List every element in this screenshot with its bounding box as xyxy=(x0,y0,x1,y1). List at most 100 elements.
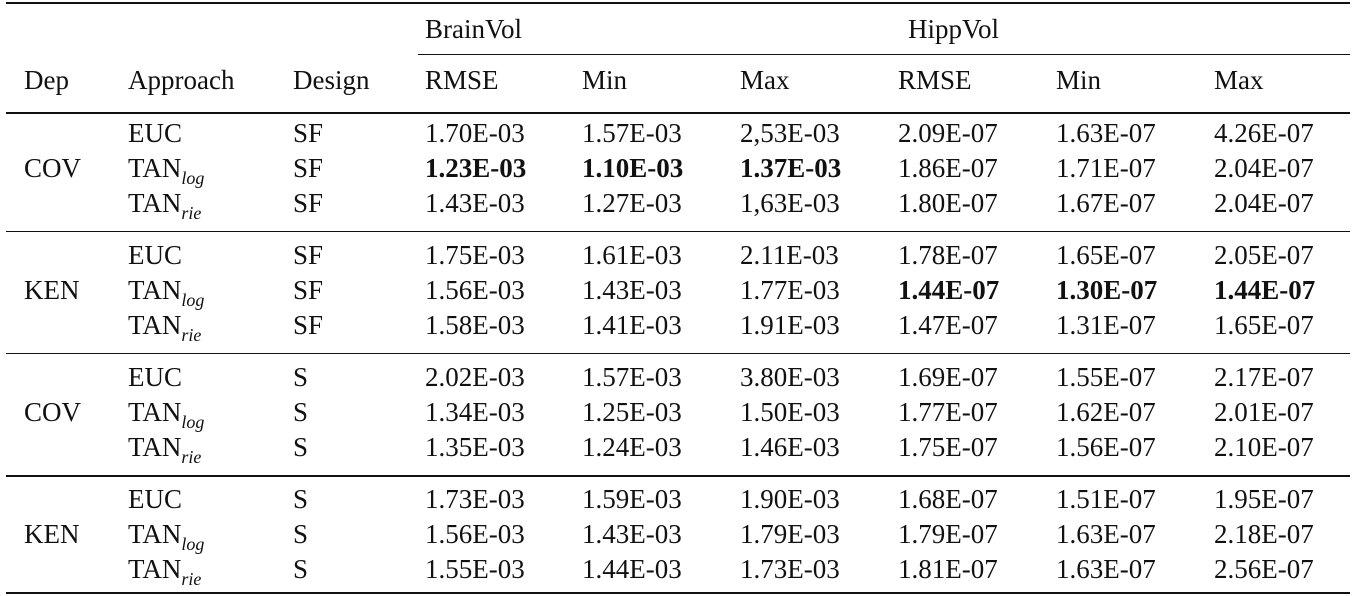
approach-cell: EUC xyxy=(128,242,182,269)
approach-header: Approach xyxy=(128,65,235,95)
approach-name: TAN xyxy=(128,432,182,462)
hippvol-rmse-cell: 1.79E-07 xyxy=(898,519,998,549)
brainvol-max-cell: 2.11E-03 xyxy=(740,240,839,270)
approach-name: EUC xyxy=(128,484,182,514)
hippvol-min-cell: 1.62E-07 xyxy=(1056,397,1156,427)
approach-subscript: rie xyxy=(181,203,202,223)
hippvol-rmse-cell: 1.80E-07 xyxy=(898,188,998,218)
hippvol-rmse-cell: 1.77E-07 xyxy=(898,397,998,427)
hippvol-min-cell: 1.65E-07 xyxy=(1056,240,1156,270)
approach-cell: TANlog xyxy=(128,399,204,432)
hippvol-max-header: Max xyxy=(1214,65,1264,95)
brainvol-max-cell: 1.37E-03 xyxy=(740,153,842,183)
design-cell: S xyxy=(293,362,309,392)
approach-cell: TANrie xyxy=(128,188,201,223)
brainvol-rmse-cell: 1.43E-03 xyxy=(425,188,525,218)
hippvol-rmse-cell: 2.09E-07 xyxy=(898,118,998,148)
hippvol-max-cell: 1.44E-07 xyxy=(1214,275,1316,305)
top-rule xyxy=(6,2,1350,4)
hippvol-rmse-cell: 1.81E-07 xyxy=(898,554,998,584)
hippvol-min-cell: 1.31E-07 xyxy=(1056,310,1156,340)
hippvol-min-cell: 1.30E-07 xyxy=(1056,275,1158,305)
brainvol-rmse-cell: 1.23E-03 xyxy=(425,153,527,183)
brainvol-min-cell: 1.43E-03 xyxy=(582,275,682,305)
approach-name: TAN xyxy=(128,188,182,218)
brainvol-min-cell: 1.57E-03 xyxy=(582,362,682,392)
approach-name: EUC xyxy=(128,118,182,148)
brainvol-max-cell: 1.50E-03 xyxy=(740,397,840,427)
brainvol-min-header: Min xyxy=(582,65,628,95)
approach-name: TAN xyxy=(128,310,182,340)
brainvol-min-cell: 1.57E-03 xyxy=(582,118,682,148)
brainvol-max-cell: 1.77E-03 xyxy=(740,275,840,305)
design-cell: SF xyxy=(293,310,324,340)
design-header: Design xyxy=(293,65,370,95)
approach-subscript: log xyxy=(181,168,205,188)
group-header-brainvol: BrainVol xyxy=(425,14,523,44)
hippvol-rmse-cell: 1.86E-07 xyxy=(898,153,998,183)
hippvol-rmse-cell: 1.69E-07 xyxy=(898,362,998,392)
approach-cell: EUC xyxy=(128,120,182,147)
approach-cell: TANrie xyxy=(128,432,201,467)
brainvol-min-cell: 1.41E-03 xyxy=(582,310,682,340)
dep-label: COV xyxy=(24,153,82,183)
brainvol-max-header: Max xyxy=(740,65,790,95)
brainvol-max-cell: 1,63E-03 xyxy=(740,188,840,218)
hippvol-min-cell: 1.63E-07 xyxy=(1056,554,1156,584)
approach-cell: TANlog xyxy=(128,519,204,554)
approach-name: TAN xyxy=(128,519,182,549)
approach-name: EUC xyxy=(128,362,182,392)
dep-label: KEN xyxy=(24,519,80,549)
brainvol-min-cell: 1.44E-03 xyxy=(582,554,682,584)
block-separator xyxy=(6,475,1350,477)
approach-subscript: log xyxy=(181,534,205,554)
brainvol-rmse-cell: 1.56E-03 xyxy=(425,275,525,305)
design-cell: SF xyxy=(293,188,324,218)
brainvol-max-cell: 2,53E-03 xyxy=(740,118,840,148)
hippvol-max-cell: 2.17E-07 xyxy=(1214,362,1314,392)
design-cell: S xyxy=(293,519,309,549)
brainvol-min-cell: 1.25E-03 xyxy=(582,397,682,427)
design-cell: SF xyxy=(293,240,324,270)
brainvol-rmse-cell: 1.35E-03 xyxy=(425,432,525,462)
dep-label: COV xyxy=(24,397,82,427)
brainvol-rmse-cell: 1.58E-03 xyxy=(425,310,525,340)
brainvol-rmse-cell: 1.75E-03 xyxy=(425,240,525,270)
approach-subscript: rie xyxy=(181,569,202,589)
design-cell: SF xyxy=(293,275,324,305)
brainvol-max-cell: 1.91E-03 xyxy=(740,310,840,340)
approach-cell: TANrie xyxy=(128,310,201,345)
hippvol-rmse-cell: 1.78E-07 xyxy=(898,240,998,270)
block-separator xyxy=(6,353,1350,354)
design-cell: S xyxy=(293,432,309,462)
design-cell: S xyxy=(293,484,309,514)
approach-name: TAN xyxy=(128,275,182,305)
hippvol-max-cell: 2.04E-07 xyxy=(1214,153,1314,183)
group-underline xyxy=(418,54,1350,55)
hippvol-rmse-header: RMSE xyxy=(898,65,972,95)
brainvol-min-cell: 1.24E-03 xyxy=(582,432,682,462)
hippvol-min-cell: 1.55E-07 xyxy=(1056,362,1156,392)
brainvol-rmse-cell: 1.56E-03 xyxy=(425,519,525,549)
approach-subscript: rie xyxy=(181,447,202,467)
hippvol-max-cell: 1.65E-07 xyxy=(1214,310,1314,340)
hippvol-max-cell: 2.01E-07 xyxy=(1214,397,1314,427)
brainvol-max-cell: 3.80E-03 xyxy=(740,362,840,392)
hippvol-max-cell: 1.95E-07 xyxy=(1214,484,1314,514)
hippvol-min-cell: 1.63E-07 xyxy=(1056,519,1156,549)
group-header-hippvol: HippVol xyxy=(908,14,1000,44)
approach-name: EUC xyxy=(128,240,182,270)
brainvol-rmse-cell: 1.55E-03 xyxy=(425,554,525,584)
hippvol-max-cell: 2.18E-07 xyxy=(1214,519,1314,549)
approach-cell: EUC xyxy=(128,364,182,391)
dep-header: Dep xyxy=(24,65,69,95)
hippvol-rmse-cell: 1.68E-07 xyxy=(898,484,998,514)
approach-cell: TANlog xyxy=(128,275,204,310)
brainvol-max-cell: 1.79E-03 xyxy=(740,519,840,549)
hippvol-max-cell: 2.10E-07 xyxy=(1214,432,1314,462)
brainvol-rmse-cell: 1.70E-03 xyxy=(425,118,525,148)
approach-name: TAN xyxy=(128,554,182,584)
hippvol-max-cell: 2.05E-07 xyxy=(1214,240,1314,270)
approach-subscript: log xyxy=(181,290,205,310)
brainvol-min-cell: 1.59E-03 xyxy=(582,484,682,514)
